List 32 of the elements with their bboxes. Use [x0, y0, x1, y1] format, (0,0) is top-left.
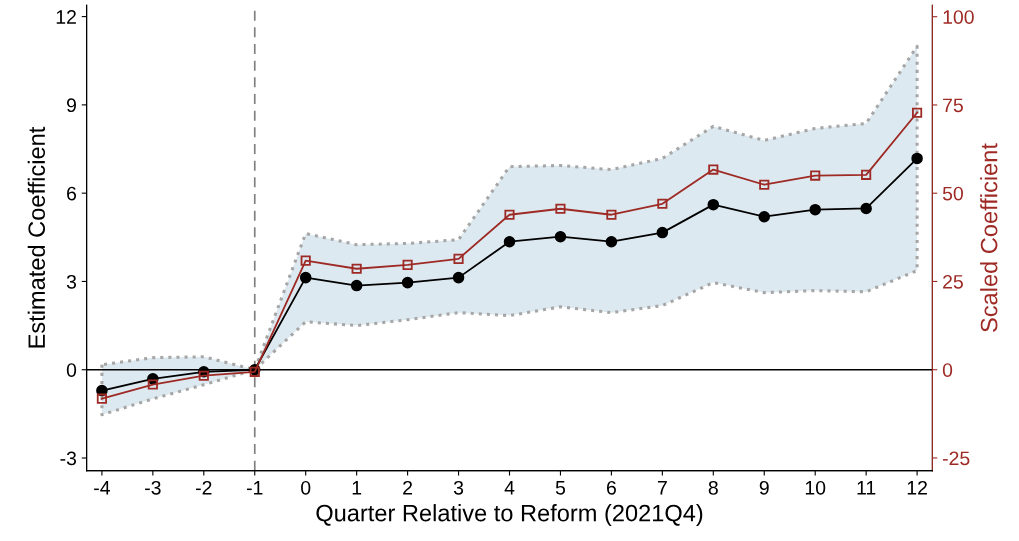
y-tick-label: 12	[56, 10, 76, 24]
x-tick-label: -2	[196, 480, 212, 495]
x-tick-label: 6	[606, 480, 616, 495]
y2-axis-title: Scaled Coefficient	[980, 143, 998, 332]
y2-tick-label: 25	[943, 274, 963, 289]
y-tick-label: 9	[66, 98, 76, 113]
x-tick-label: 0	[301, 480, 311, 495]
x-tick-label: 5	[555, 481, 566, 495]
x-tick-label: -3	[145, 480, 161, 495]
y-tick-label: 6	[67, 186, 77, 201]
x-tick-label: 9	[759, 480, 769, 495]
y2-tick-label: 75	[943, 98, 963, 113]
y-tick-label: 3	[66, 274, 77, 289]
x-tick-label: -1	[246, 481, 263, 495]
x-tick-label: -4	[94, 481, 110, 495]
y2-tick-label: -25	[942, 451, 970, 466]
x-axis-title: Quarter Relative to Reform (2021Q4)	[316, 504, 703, 527]
x-tick-label: 7	[657, 481, 667, 495]
y-axis-title: Estimated Coefficient	[27, 126, 46, 348]
y-tick-label: 0	[66, 363, 77, 377]
x-tick-label: 1	[352, 481, 362, 495]
x-tick-label: 4	[504, 481, 515, 495]
x-tick-label: 12	[907, 480, 927, 495]
y-tick-label: -3	[60, 451, 77, 466]
x-tick-label: 10	[805, 480, 826, 495]
y2-tick-label: 100	[943, 10, 974, 24]
y2-tick-label: 0	[942, 363, 953, 377]
x-tick-label: 2	[403, 480, 413, 495]
x-tick-label: 3	[453, 480, 464, 495]
x-tick-label: 11	[857, 481, 876, 495]
x-tick-label: 8	[708, 480, 718, 495]
y2-tick-label: 50	[942, 186, 963, 201]
